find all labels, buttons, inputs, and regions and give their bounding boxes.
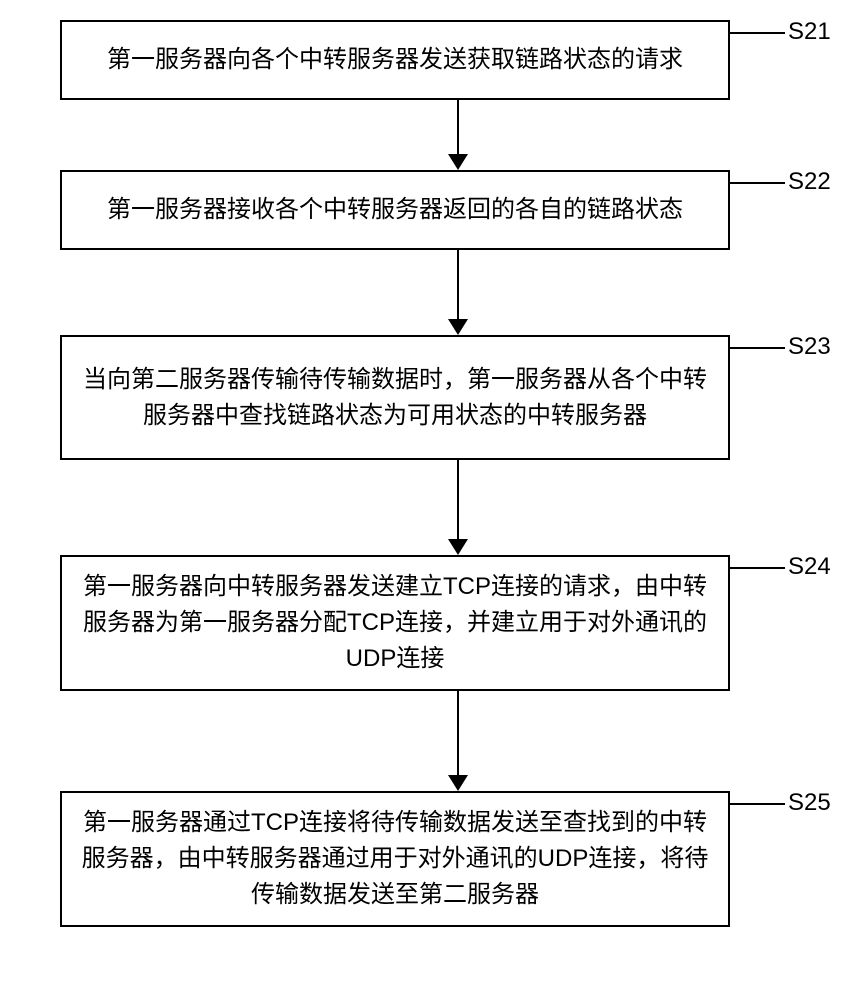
arrow-line [457, 250, 459, 320]
step-box-s22: 第一服务器接收各个中转服务器返回的各自的链路状态 [60, 170, 730, 250]
arrow-s23-s24 [123, 460, 793, 555]
step-text-s21: 第一服务器向各个中转服务器发送获取链路状态的请求 [91, 30, 699, 90]
label-line-s22 [730, 182, 785, 184]
step-row-s24: 第一服务器向中转服务器发送建立TCP连接的请求，由中转服务器为第一服务器分配TC… [0, 555, 855, 691]
label-s23: S23 [788, 333, 831, 361]
arrow-line [457, 100, 459, 155]
label-s24: S24 [788, 553, 831, 581]
flowchart-container: 第一服务器向各个中转服务器发送获取链路状态的请求 S21 第一服务器接收各个中转… [0, 20, 855, 927]
step-text-s22: 第一服务器接收各个中转服务器返回的各自的链路状态 [91, 180, 699, 240]
step-box-s25: 第一服务器通过TCP连接将待传输数据发送至查找到的中转服务器，由中转服务器通过用… [60, 791, 730, 927]
step-text-s25: 第一服务器通过TCP连接将待传输数据发送至查找到的中转服务器，由中转服务器通过用… [62, 793, 728, 925]
label-line-s25 [730, 803, 785, 805]
step-row-s23: 当向第二服务器传输待传输数据时，第一服务器从各个中转服务器中查找链路状态为可用状… [0, 335, 855, 460]
step-box-s21: 第一服务器向各个中转服务器发送获取链路状态的请求 [60, 20, 730, 100]
step-text-s24: 第一服务器向中转服务器发送建立TCP连接的请求，由中转服务器为第一服务器分配TC… [62, 557, 728, 689]
step-row-s21: 第一服务器向各个中转服务器发送获取链路状态的请求 S21 [0, 20, 855, 100]
arrow-s21-s22 [123, 100, 793, 170]
arrow-head-icon [448, 319, 468, 335]
arrow-s24-s25 [123, 691, 793, 791]
step-row-s22: 第一服务器接收各个中转服务器返回的各自的链路状态 S22 [0, 170, 855, 250]
step-text-s23: 当向第二服务器传输待传输数据时，第一服务器从各个中转服务器中查找链路状态为可用状… [62, 350, 728, 446]
label-line-s23 [730, 347, 785, 349]
arrow-head-icon [448, 775, 468, 791]
arrow-head-icon [448, 154, 468, 170]
step-row-s25: 第一服务器通过TCP连接将待传输数据发送至查找到的中转服务器，由中转服务器通过用… [0, 791, 855, 927]
step-box-s23: 当向第二服务器传输待传输数据时，第一服务器从各个中转服务器中查找链路状态为可用状… [60, 335, 730, 460]
arrow-head-icon [448, 539, 468, 555]
label-line-s21 [730, 32, 785, 34]
arrow-line [457, 460, 459, 540]
label-line-s24 [730, 567, 785, 569]
step-box-s24: 第一服务器向中转服务器发送建立TCP连接的请求，由中转服务器为第一服务器分配TC… [60, 555, 730, 691]
label-s21: S21 [788, 18, 831, 46]
arrow-s22-s23 [123, 250, 793, 335]
label-s22: S22 [788, 168, 831, 196]
arrow-line [457, 691, 459, 776]
label-s25: S25 [788, 789, 831, 817]
